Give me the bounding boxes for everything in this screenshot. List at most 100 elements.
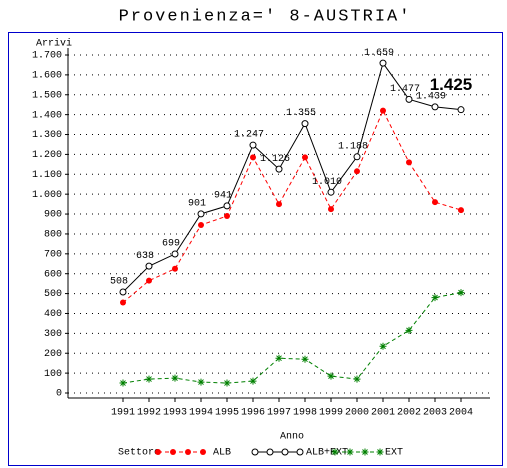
point [281,448,289,456]
x-tick-label: 1994 [189,408,213,419]
point [119,288,127,296]
point [146,277,152,284]
point [379,342,387,350]
point [119,379,127,387]
y-axis-label: Arrivi [36,38,72,50]
point [223,202,231,210]
x-tick-label: 1992 [137,408,161,419]
point [170,449,176,455]
x-tick-label: 1993 [163,408,187,419]
point [185,449,191,455]
point [327,188,335,196]
point [346,448,354,456]
point [200,449,206,455]
y-tick-label: 1.600 [32,71,62,82]
legend-label: ALB+EXT [306,448,348,459]
point [249,377,257,385]
point [353,153,361,161]
y-tick-label: 300 [44,329,62,340]
point [120,299,126,306]
x-tick-label: 1999 [319,408,343,419]
y-tick-label: 1.400 [32,110,62,121]
x-tick-label: 2001 [371,408,395,419]
point [171,374,179,382]
point [457,289,465,297]
point [275,165,283,173]
data-label: 1.188 [338,141,368,152]
y-tick-label: 100 [44,369,62,380]
x-tick-label: 2000 [345,408,369,419]
legend-label: EXT [385,448,403,459]
point [198,221,204,228]
point [302,154,308,161]
point [296,448,304,456]
data-label: 699 [162,239,180,250]
y-tick-label: 600 [44,269,62,280]
data-label: 1.355 [286,108,316,119]
y-tick-label: 200 [44,349,62,360]
legend-label: ALB [213,448,231,459]
point [380,107,386,114]
point [171,250,179,258]
y-tick-label: 800 [44,230,62,241]
x-tick-label: 1991 [111,408,135,419]
point [301,355,309,363]
data-label: 1.477 [390,84,420,95]
y-tick-label: 900 [44,210,62,221]
point [376,448,384,456]
y-tick-label: 400 [44,309,62,320]
point [432,199,438,206]
y-tick-label: 500 [44,289,62,300]
y-tick-label: 700 [44,249,62,260]
point [405,326,413,334]
x-tick-label: 2002 [397,408,421,419]
point [431,294,439,302]
x-tick-label: 2003 [423,408,447,419]
point [405,95,413,103]
point [361,448,369,456]
y-tick-label: 1.300 [32,130,62,141]
data-label: 1.425 [430,75,473,94]
data-label: 941 [214,191,232,202]
x-tick-label: 1996 [241,408,265,419]
point [431,103,439,111]
data-label: 1.126 [260,154,290,165]
point [145,262,153,270]
data-label: 1.659 [364,48,394,59]
data-label: 1.439 [416,92,446,103]
point [331,448,339,456]
point [266,448,274,456]
chart-title: Provenienza=' 8-AUSTRIA' [119,7,412,26]
point [172,265,178,272]
data-label: 1.010 [312,177,342,188]
series-line [122,109,462,303]
point [155,449,161,455]
point [328,206,334,213]
point [406,159,412,166]
data-label: 901 [188,199,206,210]
y-tick-label: 1.000 [32,190,62,201]
y-tick-label: 1.700 [32,51,62,62]
point [327,372,335,380]
point [276,201,282,208]
data-label: 508 [110,277,128,288]
point [249,141,257,149]
x-tick-label: 1998 [293,408,317,419]
point [250,154,256,161]
series-line [122,62,462,293]
x-tick-label: 1997 [267,408,291,419]
y-tick-label: 1.200 [32,150,62,161]
series-line [122,292,462,384]
point [379,59,387,67]
point [301,120,309,128]
frame [8,32,503,466]
point [458,207,464,214]
x-axis-label: Anno [280,432,304,443]
point [145,375,153,383]
data-label: 1.247 [234,130,264,141]
y-tick-label: 1.500 [32,90,62,101]
y-tick-label: 0 [56,389,62,400]
point [197,378,205,386]
y-tick-label: 1.100 [32,170,62,181]
point [354,168,360,175]
